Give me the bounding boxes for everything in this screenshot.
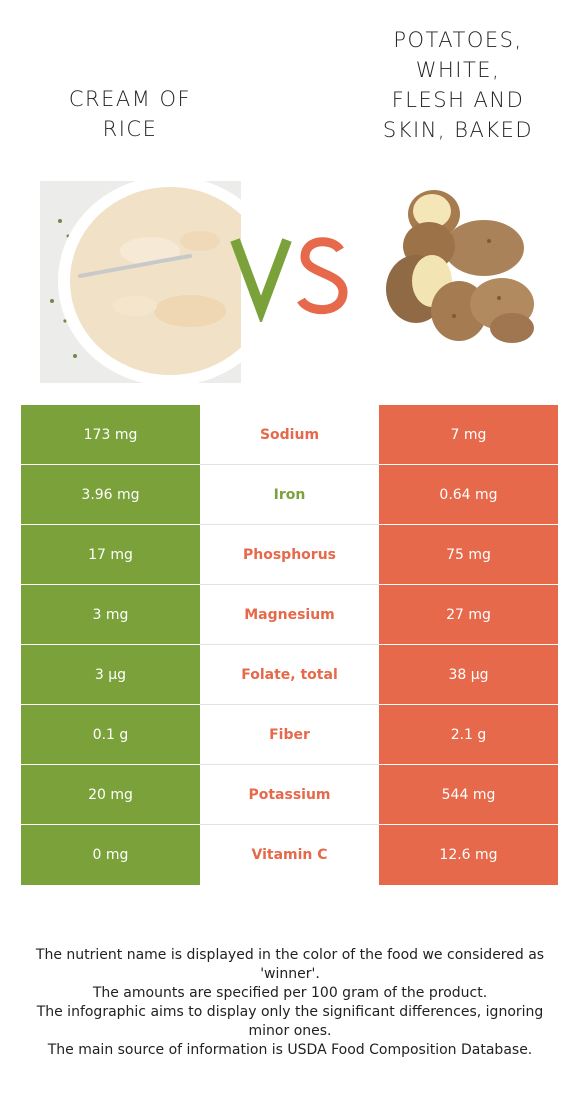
- left-food-value: 173 mg: [21, 405, 200, 465]
- left-food-value: 3.96 mg: [21, 465, 200, 525]
- nutrient-name: Phosphorus: [200, 525, 379, 585]
- footer-note: The infographic aims to display only the…: [36, 1004, 544, 1039]
- footer-note: The main source of information is USDA F…: [47, 1042, 533, 1058]
- pile-of-potatoes-icon: [386, 190, 534, 343]
- footer-note: The nutrient name is displayed in the co…: [35, 947, 545, 982]
- nutrient-name: Magnesium: [200, 585, 379, 645]
- right-food-value: 38 µg: [379, 645, 558, 705]
- left-food-value: 20 mg: [21, 765, 200, 825]
- nutrient-row: 0 mg Vitamin C 12.6 mg: [21, 825, 558, 885]
- right-food-value: 0.64 mg: [379, 465, 558, 525]
- nutrient-row: 3.96 mg Iron 0.64 mg: [21, 465, 558, 525]
- left-food-value: 3 µg: [21, 645, 200, 705]
- nutrient-row: 173 mg Sodium 7 mg: [21, 405, 558, 465]
- bowl-of-cream-of-rice-icon: [40, 181, 241, 383]
- right-food-value: 2.1 g: [379, 705, 558, 765]
- footer-notes: The nutrient name is displayed in the co…: [20, 946, 560, 1060]
- left-food-value: 0 mg: [21, 825, 200, 885]
- nutrient-comparison-table: 173 mg Sodium 7 mg 3.96 mg Iron 0.64 mg 17 mg P…: [21, 405, 558, 885]
- nutrient-row: 3 mg Magnesium 27 mg: [21, 585, 558, 645]
- right-food-value: 12.6 mg: [379, 825, 558, 885]
- nutrient-row: 20 mg Potassium 544 mg: [21, 765, 558, 825]
- left-food-value: 3 mg: [21, 585, 200, 645]
- vs-letter-v: [230, 238, 292, 325]
- nutrient-row: 3 µg Folate, total 38 µg: [21, 645, 558, 705]
- footer-note: The amounts are specified per 100 gram o…: [92, 985, 488, 1001]
- versus-mark: [225, 222, 355, 325]
- potatoes-image: [384, 186, 544, 351]
- left-food-title: CREAM OF RICE: [68, 87, 192, 141]
- right-food-value: 544 mg: [379, 765, 558, 825]
- right-food-value: 27 mg: [379, 585, 558, 645]
- nutrient-name: Potassium: [200, 765, 379, 825]
- nutrient-name: Fiber: [200, 705, 379, 765]
- nutrient-row: 0.1 g Fiber 2.1 g: [21, 705, 558, 765]
- right-food-title: POTATOES, WHITE, FLESH AND SKIN, BAKED: [382, 28, 534, 142]
- nutrient-name: Folate, total: [200, 645, 379, 705]
- nutrient-name: Sodium: [200, 405, 379, 465]
- left-food-value: 17 mg: [21, 525, 200, 585]
- cream-of-rice-image: [40, 181, 241, 383]
- nutrient-name: Vitamin C: [200, 825, 379, 885]
- right-food-value: 7 mg: [379, 405, 558, 465]
- nutrient-name: Iron: [200, 465, 379, 525]
- vs-letter-s: [297, 237, 348, 315]
- left-food-value: 0.1 g: [21, 705, 200, 765]
- right-food-value: 75 mg: [379, 525, 558, 585]
- nutrient-row: 17 mg Phosphorus 75 mg: [21, 525, 558, 585]
